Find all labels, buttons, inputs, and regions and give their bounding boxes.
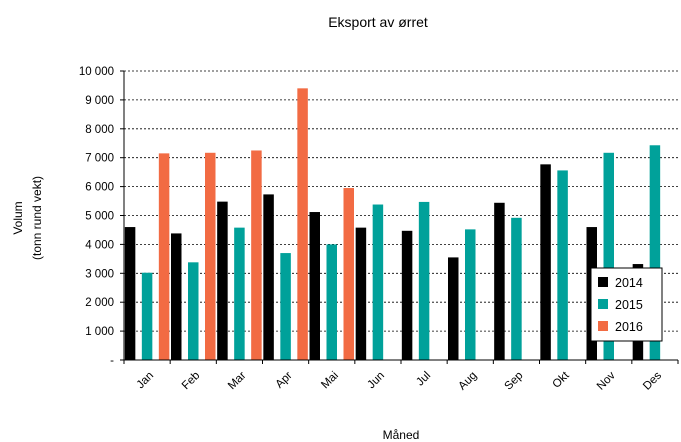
legend-swatch-2015 xyxy=(598,299,608,309)
y-tick-label: 8 000 xyxy=(85,124,114,136)
bar-2014-Apr xyxy=(263,194,274,360)
y-tick-label: - xyxy=(110,355,114,367)
legend-swatch-2014 xyxy=(598,277,608,287)
y-tick-label: 4 000 xyxy=(85,239,114,251)
bar-2015-Mai xyxy=(326,244,337,360)
y-tick-label: 9 000 xyxy=(85,95,114,107)
y-tick-label: 10 000 xyxy=(79,66,114,78)
bar-2014-Jan xyxy=(124,227,136,360)
bar-2014-Okt xyxy=(540,164,551,360)
bar-2015-Mar xyxy=(234,227,245,360)
legend: 2014 2015 2016 xyxy=(590,267,663,342)
x-tick-label: Feb xyxy=(180,370,203,393)
bar-2014-Jul xyxy=(401,230,413,360)
legend-swatch-2016 xyxy=(598,321,608,331)
bar-2014-Sep xyxy=(494,202,505,360)
bar-2014-Aug xyxy=(448,257,459,360)
x-axis-label: Måned xyxy=(383,428,420,442)
y-axis-label-line1: Volum xyxy=(11,201,25,234)
bar-2015-Nov xyxy=(603,152,614,360)
bar-2015-Feb xyxy=(188,262,199,360)
bar-2015-Apr xyxy=(280,253,291,360)
bar-2015-Des xyxy=(649,145,661,360)
x-tick-label: Okt xyxy=(551,369,573,391)
bar-2015-Jul xyxy=(418,201,430,360)
bar-2016-Jan xyxy=(158,153,170,360)
bar-2015-Aug xyxy=(465,229,476,360)
y-tick-label: 2 000 xyxy=(85,297,114,309)
y-axis-ticks: - 1 000 2 000 3 000 4 000 5 000 6 000 7 000 8 00… xyxy=(79,66,124,367)
x-tick-label: Mar xyxy=(226,370,249,393)
x-tick-label: Apr xyxy=(274,370,295,391)
bar-2016-Mai xyxy=(343,188,354,360)
bar-2014-Jun xyxy=(355,227,367,360)
legend-label-2015: 2015 xyxy=(615,298,643,312)
x-tick-label: Mai xyxy=(319,370,341,392)
x-tick-label: Jun xyxy=(365,370,387,392)
bar-2015-Jan xyxy=(141,272,153,360)
y-axis-label-line2: (tonn rund vekt) xyxy=(30,176,44,260)
bar-2015-Sep xyxy=(511,217,522,360)
legend-label-2016: 2016 xyxy=(615,320,643,334)
y-tick-label: 3 000 xyxy=(85,268,114,280)
bar-2014-Feb xyxy=(171,233,182,360)
x-tick-label: Sep xyxy=(503,370,526,393)
bar-2016-Apr xyxy=(297,88,308,360)
bar-2014-Mar xyxy=(217,201,228,360)
bar-2016-Feb xyxy=(205,152,216,360)
y-tick-label: 1 000 xyxy=(85,326,114,338)
y-tick-label: 6 000 xyxy=(85,182,114,194)
y-tick-label: 5 000 xyxy=(85,211,114,223)
bar-2014-Mai xyxy=(309,212,320,360)
x-axis-ticks: Jan Feb Mar Apr Mai Jun Jul Aug Sep Okt Nov Des xyxy=(123,360,679,393)
x-tick-label: Jan xyxy=(135,370,157,392)
bar-2015-Okt xyxy=(557,170,568,360)
bar-2016-Mar xyxy=(251,150,262,360)
chart-title: Eksport av ørret xyxy=(328,14,428,30)
x-tick-label: Jul xyxy=(414,370,433,389)
x-tick-label: Aug xyxy=(456,370,479,393)
grid-lines xyxy=(124,70,678,332)
bar-2015-Jun xyxy=(372,204,384,360)
y-tick-label: 7 000 xyxy=(85,153,114,165)
legend-label-2014: 2014 xyxy=(615,276,643,290)
x-tick-label: Nov xyxy=(595,369,618,392)
x-tick-label: Des xyxy=(641,369,664,392)
